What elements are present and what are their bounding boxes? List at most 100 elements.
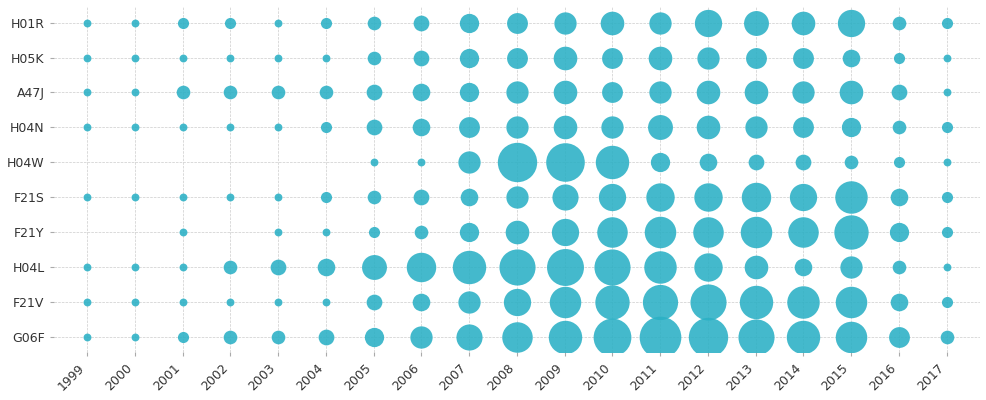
Point xyxy=(795,298,810,305)
Point xyxy=(460,194,476,200)
Point xyxy=(699,124,715,130)
Point xyxy=(603,124,619,130)
Point xyxy=(747,20,763,26)
Point xyxy=(938,264,953,270)
Point xyxy=(938,89,953,96)
Point xyxy=(365,159,381,165)
Point xyxy=(938,333,953,340)
Point xyxy=(938,229,953,235)
Point xyxy=(79,298,95,305)
Point xyxy=(603,298,619,305)
Point xyxy=(460,54,476,61)
Point xyxy=(603,333,619,340)
Point xyxy=(365,124,381,130)
Point xyxy=(842,333,858,340)
Point xyxy=(938,159,953,165)
Point xyxy=(699,264,715,270)
Point xyxy=(747,264,763,270)
Point xyxy=(556,194,572,200)
Point xyxy=(842,229,858,235)
Point xyxy=(652,124,668,130)
Point xyxy=(460,20,476,26)
Point xyxy=(795,194,810,200)
Point xyxy=(938,194,953,200)
Point xyxy=(270,124,286,130)
Point xyxy=(938,124,953,130)
Point xyxy=(556,298,572,305)
Point xyxy=(317,89,333,96)
Point xyxy=(317,264,333,270)
Point xyxy=(270,333,286,340)
Point xyxy=(747,194,763,200)
Point xyxy=(890,264,906,270)
Point xyxy=(747,89,763,96)
Point xyxy=(509,54,525,61)
Point xyxy=(603,194,619,200)
Point xyxy=(365,333,381,340)
Point xyxy=(795,124,810,130)
Point xyxy=(317,333,333,340)
Point xyxy=(652,159,668,165)
Point xyxy=(222,89,238,96)
Point xyxy=(222,298,238,305)
Point xyxy=(175,20,190,26)
Point xyxy=(747,159,763,165)
Point xyxy=(747,333,763,340)
Point xyxy=(556,89,572,96)
Point xyxy=(413,89,429,96)
Point xyxy=(317,229,333,235)
Point xyxy=(890,159,906,165)
Point xyxy=(79,264,95,270)
Point xyxy=(842,124,858,130)
Point xyxy=(556,159,572,165)
Point xyxy=(175,298,190,305)
Point xyxy=(842,54,858,61)
Point xyxy=(222,20,238,26)
Point xyxy=(652,298,668,305)
Point xyxy=(175,194,190,200)
Point xyxy=(222,124,238,130)
Point xyxy=(842,264,858,270)
Point xyxy=(222,194,238,200)
Point xyxy=(317,20,333,26)
Point xyxy=(413,229,429,235)
Point xyxy=(938,54,953,61)
Point xyxy=(652,264,668,270)
Point xyxy=(603,20,619,26)
Point xyxy=(890,298,906,305)
Point xyxy=(413,54,429,61)
Point xyxy=(175,54,190,61)
Point xyxy=(652,194,668,200)
Point xyxy=(365,89,381,96)
Point xyxy=(222,264,238,270)
Point xyxy=(699,298,715,305)
Point xyxy=(509,20,525,26)
Point xyxy=(127,264,143,270)
Point xyxy=(556,54,572,61)
Point xyxy=(460,298,476,305)
Point xyxy=(175,89,190,96)
Point xyxy=(509,89,525,96)
Point xyxy=(175,124,190,130)
Point xyxy=(890,54,906,61)
Point xyxy=(127,333,143,340)
Point xyxy=(842,194,858,200)
Point xyxy=(365,194,381,200)
Point xyxy=(509,264,525,270)
Point xyxy=(795,89,810,96)
Point xyxy=(127,89,143,96)
Point xyxy=(365,229,381,235)
Point xyxy=(79,124,95,130)
Point xyxy=(842,159,858,165)
Point xyxy=(890,333,906,340)
Point xyxy=(795,264,810,270)
Point xyxy=(795,159,810,165)
Point xyxy=(127,298,143,305)
Point xyxy=(175,333,190,340)
Point xyxy=(317,298,333,305)
Point xyxy=(509,194,525,200)
Point xyxy=(413,194,429,200)
Point xyxy=(747,54,763,61)
Point xyxy=(270,229,286,235)
Point xyxy=(842,89,858,96)
